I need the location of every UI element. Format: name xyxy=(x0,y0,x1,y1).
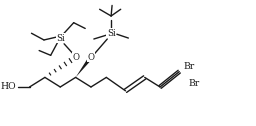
Text: Si: Si xyxy=(56,34,65,43)
Text: HO: HO xyxy=(1,83,16,91)
Text: Br: Br xyxy=(183,62,194,71)
Text: Si: Si xyxy=(107,29,115,38)
Text: O: O xyxy=(88,53,94,62)
Text: Br: Br xyxy=(189,79,200,88)
Text: O: O xyxy=(72,53,79,62)
Polygon shape xyxy=(76,56,93,77)
